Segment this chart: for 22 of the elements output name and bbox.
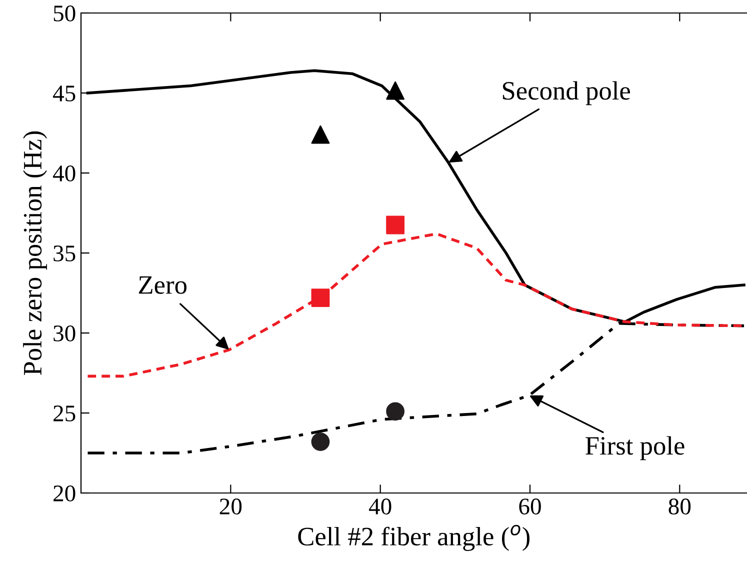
y-tick-label: 40: [52, 165, 76, 182]
x-tick-label: 80: [668, 498, 691, 514]
y-tick-label: 20: [54, 485, 76, 502]
point: [311, 288, 330, 307]
annotation: First pole: [586, 436, 684, 460]
y-tick-label: 45: [52, 86, 76, 102]
x-axis-title: Cell #2 fiber angle ($^{o}$): [298, 524, 530, 551]
point: [311, 432, 330, 451]
x-tick-label: 40: [368, 498, 392, 514]
y-tick-label: 30: [54, 325, 76, 342]
annotation: Second pole: [502, 81, 630, 106]
x-tick-label: 60: [519, 498, 541, 514]
point: [311, 125, 330, 144]
y-axis-title: Pole zero position (Hz): [23, 131, 47, 375]
y-tick-label: 50: [54, 5, 76, 22]
point: [386, 402, 404, 421]
x-tick-label: 20: [220, 498, 242, 514]
point: [386, 81, 404, 100]
annotation: Zero: [138, 276, 186, 294]
y-tick-label: 25: [54, 406, 76, 422]
y-tick-label: 35: [54, 246, 76, 262]
point: [386, 216, 404, 234]
